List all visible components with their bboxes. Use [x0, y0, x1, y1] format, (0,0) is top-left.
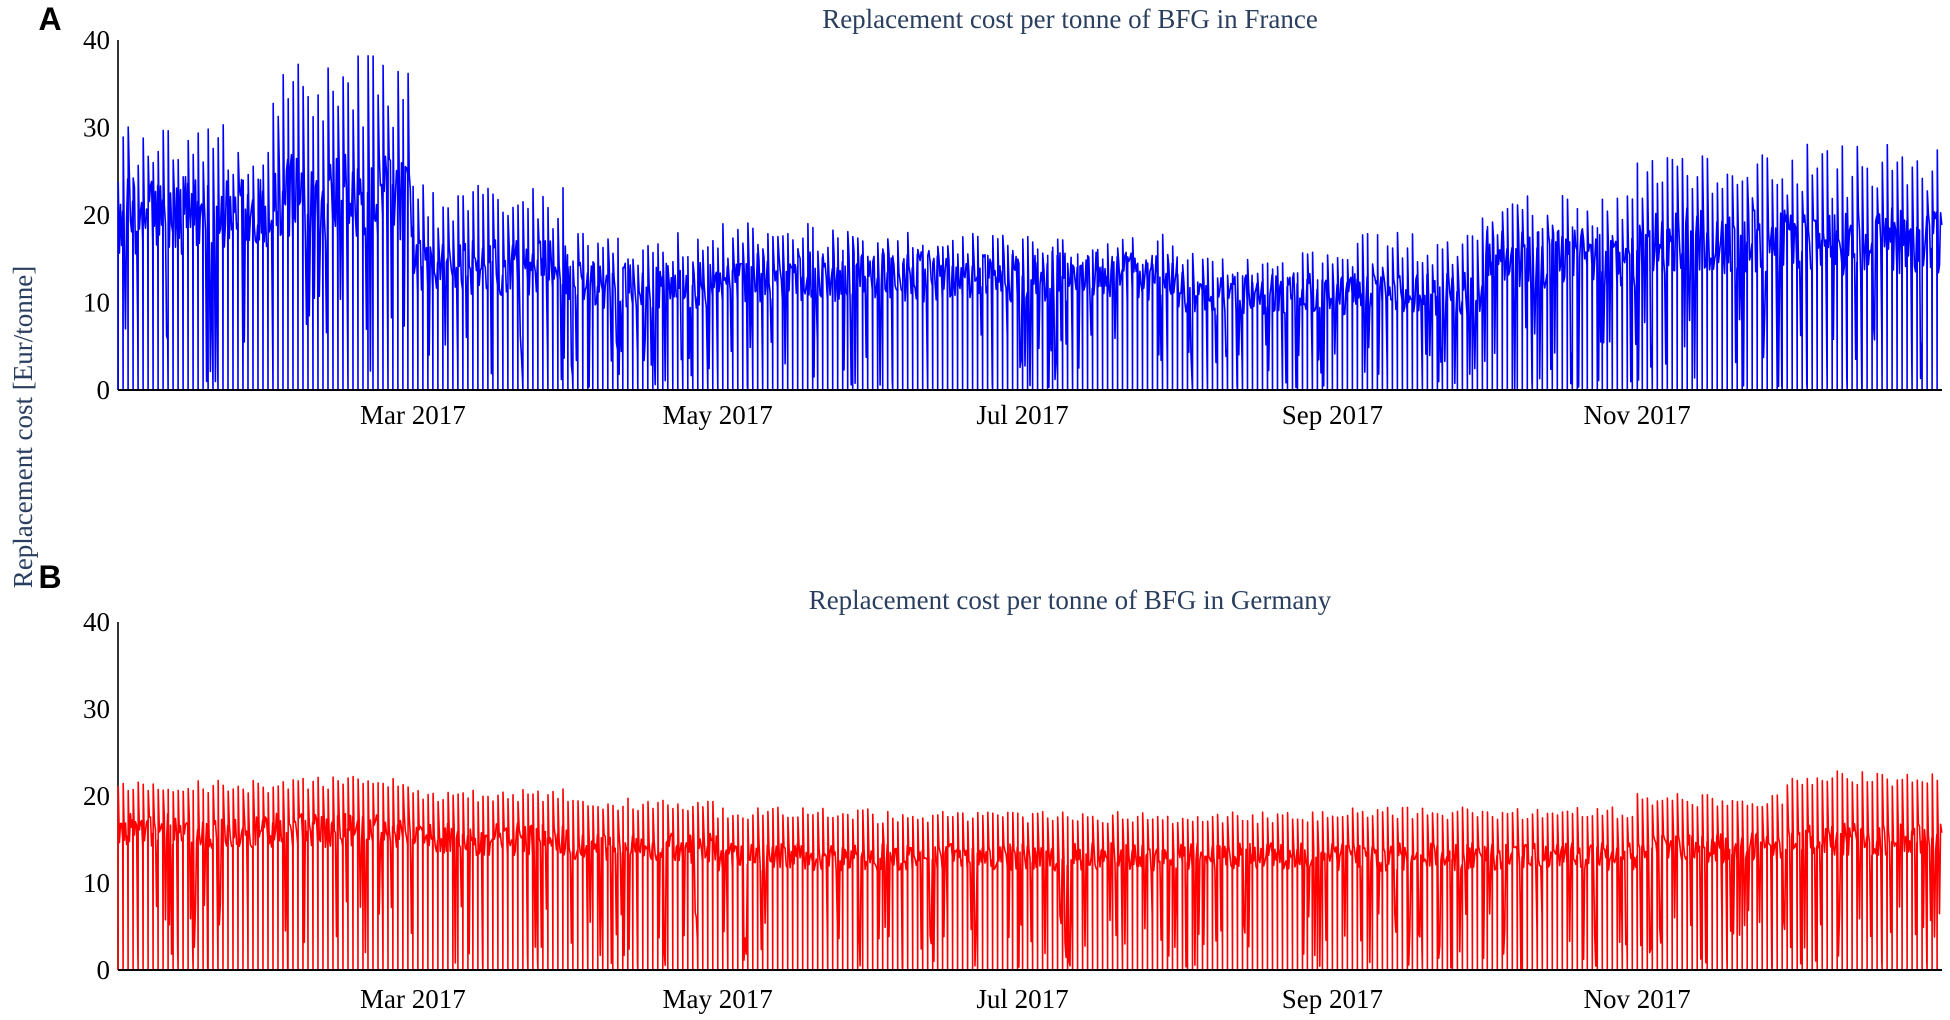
y-tick-label: 40 — [83, 25, 110, 55]
y-tick-label: 30 — [83, 694, 110, 724]
y-tick-label: 20 — [83, 200, 110, 230]
y-tick-label: 10 — [83, 288, 110, 318]
panel-label: B — [38, 559, 61, 595]
series-line — [117, 55, 1943, 391]
y-tick-label: 30 — [83, 113, 110, 143]
series-line — [117, 770, 1943, 971]
x-tick-label: Jul 2017 — [976, 400, 1068, 430]
x-tick-label: May 2017 — [663, 984, 773, 1014]
x-tick-label: Nov 2017 — [1584, 400, 1691, 430]
chart-panel-a: A Replacement cost per tonne of BFG in Fr… — [38, 1, 1943, 430]
x-tick-label: Sep 2017 — [1282, 400, 1383, 430]
x-tick-label: Nov 2017 — [1584, 984, 1691, 1014]
chart-title: Replacement cost per tonne of BFG in Ger… — [809, 585, 1332, 615]
x-tick-label: Mar 2017 — [360, 400, 466, 430]
chart-title: Replacement cost per tonne of BFG in Fra… — [822, 4, 1318, 34]
x-tick-label: Sep 2017 — [1282, 984, 1383, 1014]
y-axis-label: Replacement cost [Eur/tonne] — [8, 266, 38, 588]
x-tick-label: May 2017 — [663, 400, 773, 430]
panel-label: A — [38, 1, 61, 37]
y-tick-label: 20 — [83, 781, 110, 811]
x-tick-label: Mar 2017 — [360, 984, 466, 1014]
y-tick-label: 40 — [83, 607, 110, 637]
y-tick-label: 0 — [97, 375, 111, 405]
y-tick-label: 0 — [97, 955, 111, 985]
y-tick-label: 10 — [83, 868, 110, 898]
chart-panel-b: B Replacement cost per tonne of BFG in Ge… — [38, 559, 1943, 1014]
x-tick-label: Jul 2017 — [976, 984, 1068, 1014]
